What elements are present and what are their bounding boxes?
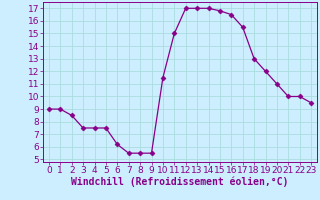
- X-axis label: Windchill (Refroidissement éolien,°C): Windchill (Refroidissement éolien,°C): [71, 177, 289, 187]
